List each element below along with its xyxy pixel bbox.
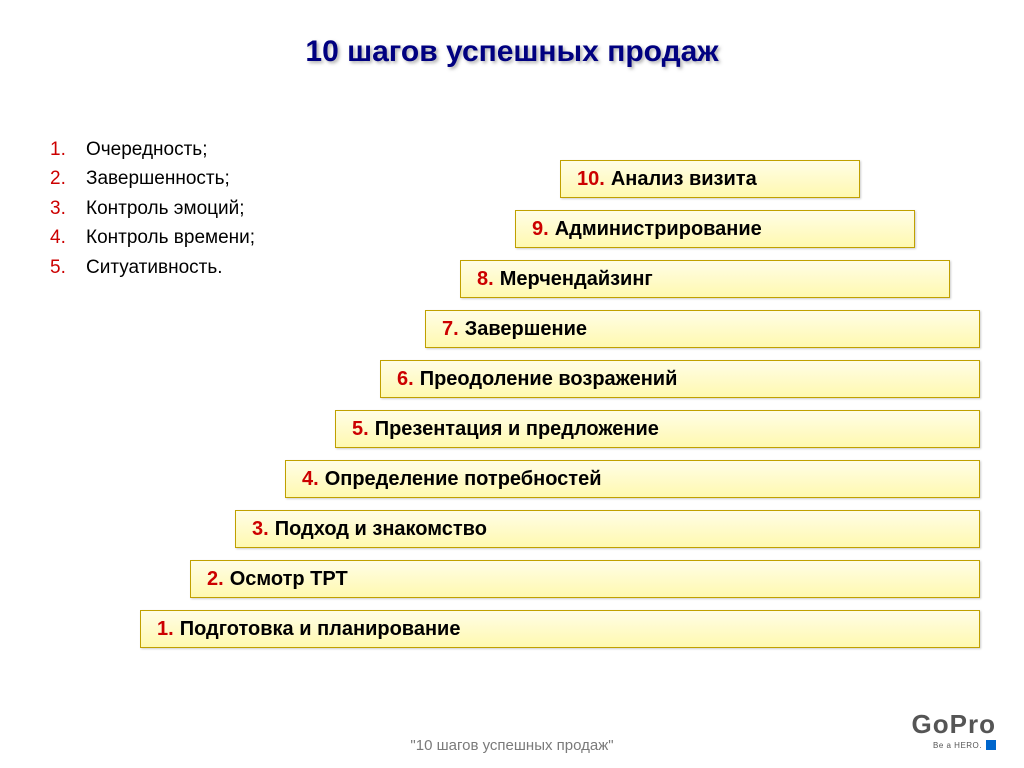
- step-bar: 10. Анализ визита: [560, 160, 860, 198]
- step-bar: 2. Осмотр ТРТ: [190, 560, 980, 598]
- logo-tagline-text: Be a HERO.: [933, 741, 982, 750]
- step-number: 9.: [532, 218, 549, 241]
- logo-tagline: Be a HERO.: [912, 740, 996, 750]
- step-label: Завершение: [465, 318, 587, 341]
- step-number: 4.: [302, 468, 319, 491]
- brand-logo: GoPro Be a HERO.: [912, 709, 996, 750]
- step-label: Преодоление возражений: [420, 368, 678, 391]
- step-number: 10.: [577, 168, 605, 191]
- step-label: Анализ визита: [611, 168, 757, 191]
- step-label: Подготовка и планирование: [180, 618, 461, 641]
- step-bar: 7. Завершение: [425, 310, 980, 348]
- step-label: Осмотр ТРТ: [230, 568, 348, 591]
- step-bar: 3. Подход и знакомство: [235, 510, 980, 548]
- step-number: 8.: [477, 268, 494, 291]
- step-label: Определение потребностей: [325, 468, 602, 491]
- step-bar: 4. Определение потребностей: [285, 460, 980, 498]
- logo-text: GoPro: [912, 709, 996, 740]
- step-bar: 9. Администрирование: [515, 210, 915, 248]
- step-label: Администрирование: [555, 218, 762, 241]
- step-label: Подход и знакомство: [275, 518, 487, 541]
- step-number: 6.: [397, 368, 414, 391]
- steps-staircase: 10. Анализ визита 9. Администрирование 8. …: [140, 160, 980, 680]
- step-number: 7.: [442, 318, 459, 341]
- logo-square-icon: [986, 740, 996, 750]
- step-number: 3.: [252, 518, 269, 541]
- step-label: Презентация и предложение: [375, 418, 659, 441]
- step-bar: 1. Подготовка и планирование: [140, 610, 980, 648]
- slide-title: 10 шагов успешных продаж: [0, 35, 1024, 69]
- step-number: 1.: [157, 618, 174, 641]
- footer-caption: "10 шагов успешных продаж": [0, 737, 1024, 754]
- step-bar: 8. Мерчендайзинг: [460, 260, 950, 298]
- step-bar: 6. Преодоление возражений: [380, 360, 980, 398]
- step-bar: 5. Презентация и предложение: [335, 410, 980, 448]
- step-label: Мерчендайзинг: [500, 268, 653, 291]
- step-number: 5.: [352, 418, 369, 441]
- step-number: 2.: [207, 568, 224, 591]
